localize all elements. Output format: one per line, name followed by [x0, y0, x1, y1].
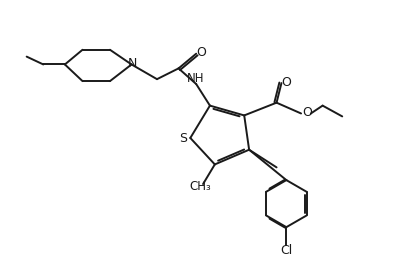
Text: Cl: Cl: [280, 244, 293, 257]
Text: O: O: [196, 46, 206, 59]
Text: S: S: [180, 132, 187, 146]
Text: O: O: [302, 106, 312, 119]
Text: N: N: [128, 57, 137, 70]
Text: O: O: [281, 76, 291, 89]
Text: NH: NH: [187, 72, 204, 85]
Text: CH₃: CH₃: [189, 180, 211, 193]
